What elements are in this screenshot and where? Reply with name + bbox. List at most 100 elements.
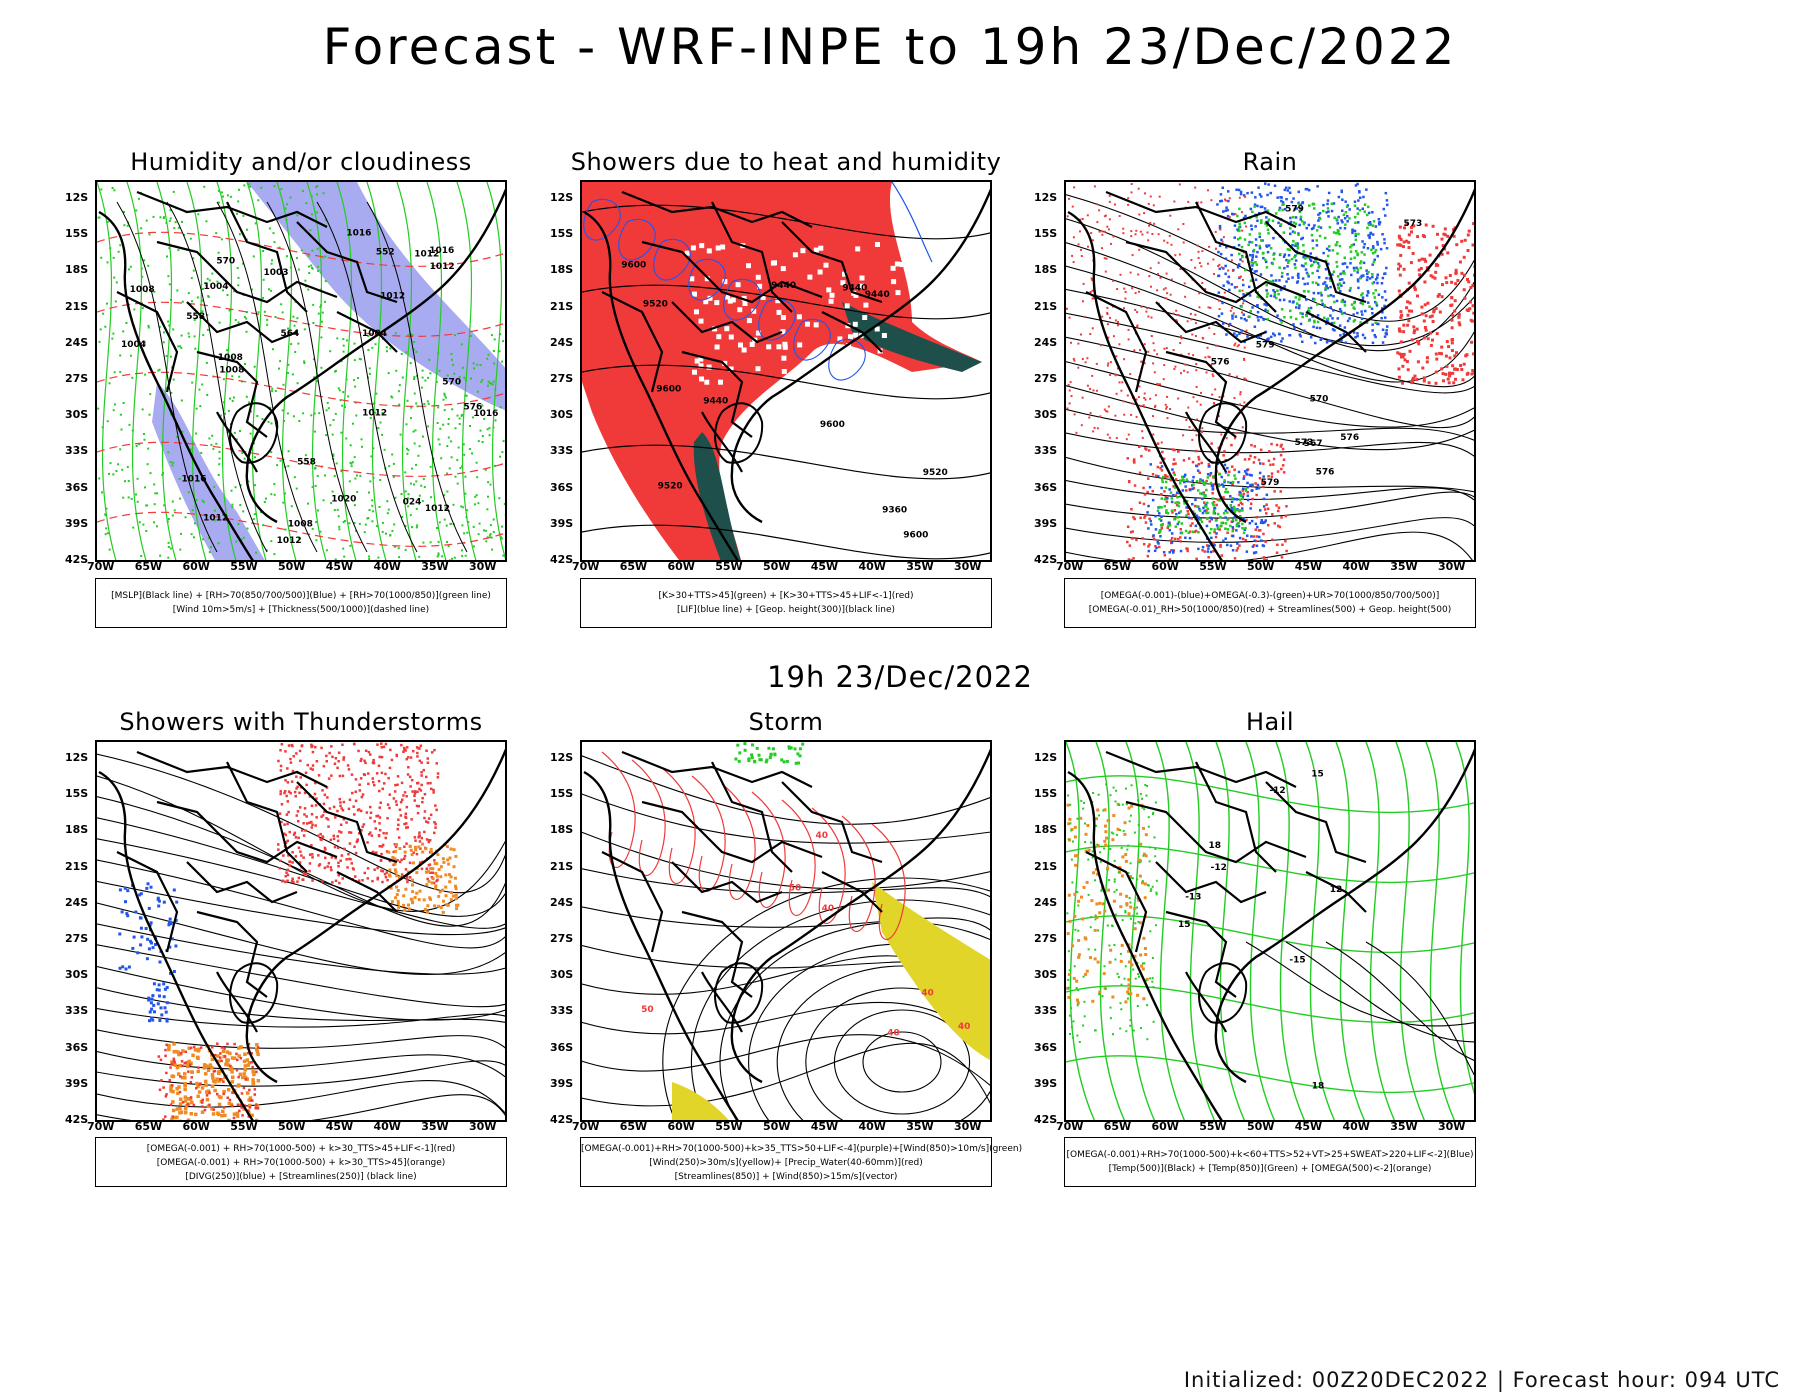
lat-tick-label: 15S — [550, 227, 574, 241]
lat-tick-label: 15S — [1034, 787, 1058, 801]
country-border — [1305, 311, 1367, 353]
contour-label: -12 — [1269, 786, 1285, 796]
lat-tick-label: 27S — [550, 372, 574, 385]
country-border — [1105, 190, 1297, 228]
lon-tick-label: 70W — [1056, 560, 1084, 573]
country-border — [116, 851, 179, 953]
speckle-field — [734, 742, 805, 765]
lat-tick-label: 18S — [65, 823, 89, 837]
lat-tick-label: 39S — [65, 516, 89, 530]
lat-tick-label: 33S — [550, 1004, 574, 1018]
lat-tick-label: 21S — [550, 859, 574, 873]
country-border — [671, 301, 783, 344]
contour-label: 570 — [442, 377, 461, 387]
contour-label: 1016 — [429, 246, 454, 256]
lat-tick-label: 27S — [1034, 932, 1058, 945]
country-border — [601, 291, 664, 393]
contour-label: 1008 — [130, 285, 155, 295]
country-border — [156, 240, 338, 304]
country-border — [701, 411, 743, 473]
country-border — [216, 971, 258, 1033]
lat-tick-label: 39S — [1034, 1076, 1058, 1090]
panel-title-1: Showers due to heat and humidity — [570, 148, 1002, 176]
legend-line: [MSLP](Black line) + [RH>70(850/700/500)… — [111, 591, 491, 601]
streamlines — [97, 753, 505, 1120]
contour-label: -13 — [1185, 892, 1201, 902]
lat-tick-label: 33S — [1034, 444, 1058, 458]
map-panel-5: -12 -15 -12 -13 15 18 15 12 18 — [1064, 740, 1476, 1122]
country-border — [1265, 781, 1367, 864]
jet-stream-area — [672, 1082, 729, 1120]
country-border — [296, 221, 398, 304]
country-border — [336, 311, 398, 353]
lat-tick-label: 27S — [1034, 372, 1058, 385]
contour-label: 1012 — [277, 536, 302, 546]
lon-tick-label: 50W — [278, 560, 306, 573]
lon-tick-label: 65W — [134, 560, 163, 573]
instability-green-area — [842, 302, 982, 372]
lon-tick-label: 45W — [810, 1120, 839, 1133]
lon-tick-label: 60W — [667, 1120, 695, 1133]
country-border — [821, 311, 883, 353]
lat-tick-label: 30S — [1034, 968, 1058, 982]
contour-label: 579 — [1285, 205, 1304, 215]
country-border — [1105, 750, 1297, 788]
lon-tick-label: 30W — [954, 560, 982, 573]
contour-label: 9440 — [865, 290, 890, 300]
lon-tick-label: 50W — [278, 1120, 306, 1133]
contour-label: 1012 — [203, 513, 228, 523]
lon-tick-label: 55W — [230, 1120, 258, 1133]
contour-label: 579 — [1261, 478, 1280, 488]
lat-tick-label: 36S — [65, 1040, 89, 1054]
contour-label: 573 — [1404, 219, 1423, 229]
contour-label: 570 — [216, 257, 235, 267]
country-border — [226, 761, 308, 873]
contour-label: 570 — [1310, 395, 1329, 405]
lat-tick-label: 18S — [550, 263, 574, 277]
lat-tick-label: 27S — [550, 932, 574, 945]
legend-line: [OMEGA(-0.001)+RH>70(1000-500)+k>35_TTS>… — [581, 1144, 1023, 1154]
country-border — [1125, 800, 1307, 864]
country-border — [156, 800, 338, 864]
country-border — [1085, 291, 1148, 393]
lat-tick-label: 24S — [65, 335, 89, 349]
lat-tick-label: 24S — [65, 895, 89, 909]
panel-title-0: Humidity and/or cloudiness — [130, 148, 472, 176]
lat-tick-label: 42S — [550, 553, 574, 566]
contour-label: 1008 — [288, 520, 313, 530]
lat-tick-label: 30S — [550, 968, 574, 982]
speckle-field — [1156, 473, 1248, 535]
lat-tick-label: 12S — [550, 191, 574, 204]
lon-tick-label: 35W — [906, 560, 934, 573]
lon-tick-label: 30W — [1438, 1120, 1466, 1133]
country-border — [641, 240, 823, 304]
panel-title-3: Showers with Thunderstorms — [119, 708, 483, 736]
contour-label: 558 — [297, 457, 316, 467]
country-border — [1125, 240, 1307, 304]
country-border — [196, 350, 268, 438]
lon-tick-label: 30W — [469, 560, 497, 573]
lon-tick-label: 70W — [572, 1120, 600, 1133]
country-border — [711, 201, 793, 313]
lat-tick-label: 33S — [65, 444, 89, 458]
contour-label: 1012 — [362, 409, 387, 419]
lon-tick-label: 65W — [619, 1120, 648, 1133]
contour-label: 9520 — [658, 481, 683, 491]
contour-label: 1004 — [121, 340, 146, 350]
lon-tick-label: 40W — [373, 560, 401, 573]
lon-tick-label: 60W — [667, 560, 695, 573]
contour-label: 1012 — [380, 292, 405, 302]
contour-label: 576 — [464, 403, 483, 413]
lat-tick-label: 12S — [550, 751, 574, 764]
speckle-field — [147, 982, 169, 1023]
contour-label: 576 — [1211, 357, 1230, 367]
contour-label: 576 — [1340, 433, 1359, 443]
lat-tick-label: 27S — [65, 932, 89, 945]
panel-title-5: Hail — [1245, 708, 1295, 736]
legend-box-4: [OMEGA(-0.001)+RH>70(1000-500)+k>35_TTS>… — [580, 1137, 1023, 1187]
contour-label: 1020 — [331, 495, 356, 505]
contour-label: 12 — [1330, 885, 1343, 895]
lat-tick-label: 30S — [550, 408, 574, 422]
lat-tick-label: 24S — [550, 895, 574, 909]
lat-tick-label: 24S — [1034, 335, 1058, 349]
